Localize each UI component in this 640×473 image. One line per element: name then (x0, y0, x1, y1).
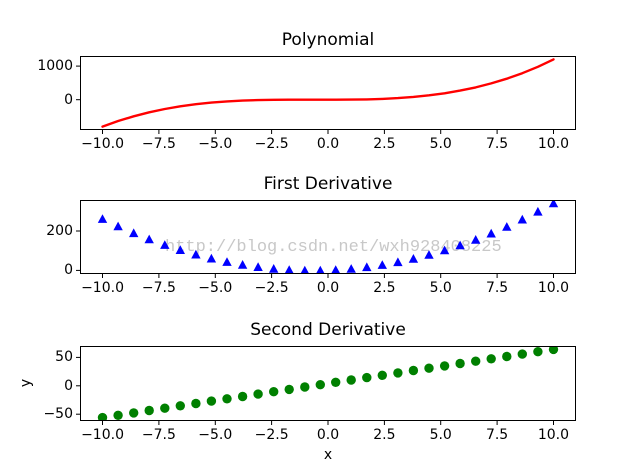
x-tick-label: 5.0 (429, 136, 452, 152)
axes-first-derivative (76, 200, 576, 278)
y-tick-label: 1000 (37, 58, 73, 75)
x-tick-label: −2.5 (254, 136, 289, 152)
x-tick-label: −7.5 (141, 136, 176, 152)
y-tick-label: 0 (64, 91, 73, 108)
y-tick-label: −50 (43, 406, 73, 423)
axes-frame (80, 56, 576, 130)
y-tick-label: 0 (64, 377, 73, 394)
x-tick-label: −5.0 (198, 427, 233, 443)
x-tick-label: −5.0 (198, 136, 233, 152)
x-tick-label: 7.5 (485, 427, 509, 443)
subplot-title-second-derivative: Second Derivative (250, 320, 406, 340)
x-tick-label: 10.0 (537, 427, 570, 443)
marker-series (97, 200, 559, 274)
x-tick-label: 0.0 (316, 427, 340, 443)
x-tick-label: −5.0 (198, 280, 233, 296)
x-tick-label: 10.0 (537, 280, 570, 296)
polynomial-plot (76, 56, 576, 134)
x-tick-label: 2.5 (373, 280, 396, 296)
x-tick-label: −2.5 (254, 280, 289, 296)
subplot-title-polynomial: Polynomial (281, 30, 375, 50)
watermark-text: http://blog.csdn.net/wxh928408225 (165, 238, 502, 257)
x-tick-label: −2.5 (254, 427, 289, 443)
axes-frame (80, 346, 576, 421)
x-axis-label: x (323, 447, 333, 463)
x-tick-label: 0.0 (316, 136, 340, 152)
y-tick-label: 200 (46, 222, 73, 239)
subplot-title-first-derivative: First Derivative (263, 174, 393, 194)
marker-series (97, 346, 559, 421)
y-tick-label: 0 (64, 262, 73, 279)
x-tick-label: 2.5 (373, 427, 396, 443)
x-tick-label: 0.0 (316, 280, 340, 296)
x-tick-label: 7.5 (485, 136, 509, 152)
line-series (101, 58, 555, 128)
axes-second-derivative (76, 346, 576, 425)
x-tick-label: −7.5 (141, 427, 176, 443)
x-tick-label: −10.0 (81, 280, 124, 296)
x-tick-label: −10.0 (81, 427, 124, 443)
x-tick-label: 5.0 (429, 427, 452, 443)
y-tick-label: 50 (55, 349, 73, 366)
x-tick-label: −7.5 (141, 280, 176, 296)
x-tick-label: 2.5 (373, 136, 396, 152)
x-tick-label: 10.0 (537, 136, 570, 152)
second-derivative-plot (76, 346, 576, 425)
axes-frame (80, 200, 576, 274)
axes-polynomial (76, 56, 576, 134)
x-tick-label: 5.0 (429, 280, 452, 296)
x-tick-label: −10.0 (81, 136, 124, 152)
x-tick-label: 7.5 (485, 280, 509, 296)
first-derivative-plot (76, 200, 576, 278)
